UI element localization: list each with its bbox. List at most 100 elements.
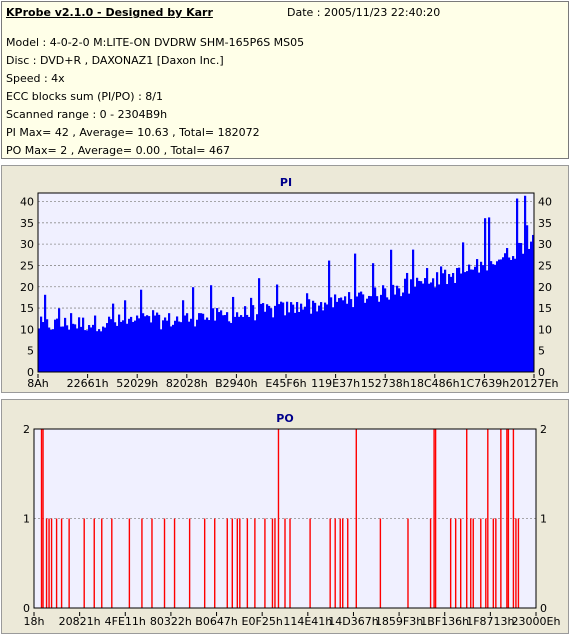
pi-bar <box>286 301 289 372</box>
x-tick-label: 23000Eh <box>512 615 561 628</box>
pi-bar <box>294 312 297 372</box>
pi-bar <box>428 283 431 372</box>
pi-bar <box>164 317 167 372</box>
pi-bar <box>412 249 415 372</box>
pi-bar <box>306 293 309 372</box>
pi-bar <box>396 285 399 372</box>
pi-bar <box>346 303 349 372</box>
pi-bar <box>140 289 143 372</box>
pi-bar <box>202 313 205 372</box>
pi-bar <box>482 265 485 372</box>
pi-bar <box>410 279 413 372</box>
pi-bar <box>332 307 335 372</box>
pi-bar <box>518 242 521 372</box>
pi-bar <box>458 267 461 372</box>
y-tick-label: 10 <box>20 323 34 336</box>
pi-bar <box>72 323 75 372</box>
pi-bar <box>300 303 303 372</box>
y-tick-label-right: 0 <box>540 602 547 615</box>
pi-bar <box>196 319 199 372</box>
pi-bar <box>234 316 237 372</box>
pi-bar <box>246 314 249 372</box>
pi-bar <box>142 313 145 372</box>
pi-bar <box>88 325 91 372</box>
pi-bar <box>144 316 147 372</box>
pi-bar <box>168 313 171 372</box>
x-tick-label: E0F25h <box>242 615 283 628</box>
pi-bar <box>416 277 419 372</box>
x-tick-label: 52029h <box>116 377 158 390</box>
pi-bar <box>134 320 137 372</box>
pi-bar <box>320 302 323 372</box>
pi-bar <box>210 285 213 372</box>
x-tick-label: B2940h <box>215 377 258 390</box>
pi-bar <box>70 313 73 372</box>
x-tick-label: 82028h <box>166 377 208 390</box>
pi-bar <box>296 302 299 372</box>
y-tick-label: 1 <box>23 513 30 526</box>
pi-bar <box>368 295 371 372</box>
pi-bar <box>248 316 251 372</box>
pi-bar <box>440 266 443 372</box>
y-tick-label-right: 25 <box>538 259 552 272</box>
pi-bar <box>352 307 355 372</box>
pi-bar <box>310 313 313 372</box>
pi-bar <box>362 294 365 372</box>
pi-bar <box>282 302 285 372</box>
pi-bar <box>124 300 127 372</box>
plot-border <box>33 428 537 609</box>
pi-bar <box>382 285 385 372</box>
pi-bar <box>54 319 57 372</box>
pi-bar <box>298 311 301 372</box>
pi-bar <box>350 299 353 372</box>
pi-bar <box>200 313 203 372</box>
pi-stats-line: PI Max= 42 , Average= 10.63 , Total= 182… <box>6 126 260 139</box>
y-tick-label: 20 <box>20 281 34 294</box>
pi-bar <box>136 315 139 372</box>
pi-bar <box>360 291 363 372</box>
x-tick-label: 18h <box>24 615 45 628</box>
pi-bar <box>170 326 173 372</box>
x-tick-label: 1F8713h <box>466 615 514 628</box>
pi-bar <box>224 315 227 372</box>
pi-bar <box>182 300 185 372</box>
pi-bar <box>284 315 287 372</box>
pi-bar <box>232 296 235 372</box>
pi-bar <box>502 257 505 372</box>
pi-bar <box>126 323 129 372</box>
pi-bar <box>156 312 159 372</box>
x-tick-label: 1BF136h <box>420 615 469 628</box>
x-tick-label: 14D367h <box>328 615 378 628</box>
pi-bar <box>206 317 209 372</box>
pi-bar <box>64 317 67 372</box>
pi-bar <box>330 297 333 372</box>
pi-bar <box>250 297 253 372</box>
pi-bar <box>390 249 393 372</box>
y-tick-label: 5 <box>27 345 34 358</box>
pi-bar <box>186 313 189 372</box>
pi-bar <box>80 326 83 372</box>
pi-bar <box>526 225 529 372</box>
pi-bar <box>102 326 105 372</box>
pi-bar <box>356 296 359 372</box>
y-tick-label: 25 <box>20 259 34 272</box>
pi-bar <box>420 281 423 372</box>
pi-bar <box>532 234 535 372</box>
pi-bar <box>100 331 103 372</box>
pi-bar <box>374 287 377 372</box>
pi-bar <box>40 316 43 372</box>
pi-bar <box>510 259 513 372</box>
x-tick-label: 18C486h <box>410 377 460 390</box>
pi-bar <box>222 315 225 372</box>
y-tick-label: 40 <box>20 196 34 209</box>
pi-bar <box>452 272 455 372</box>
pi-bar <box>260 303 263 372</box>
y-tick-label-right: 2 <box>540 423 547 436</box>
pi-bar <box>190 318 193 372</box>
pi-bar <box>172 324 175 372</box>
y-tick-label: 2 <box>23 423 30 436</box>
range-line: Scanned range : 0 - 2304B9h <box>6 108 168 121</box>
pi-bar <box>436 272 439 372</box>
pi-bar <box>288 312 291 372</box>
x-tick-label: 22661h <box>67 377 109 390</box>
